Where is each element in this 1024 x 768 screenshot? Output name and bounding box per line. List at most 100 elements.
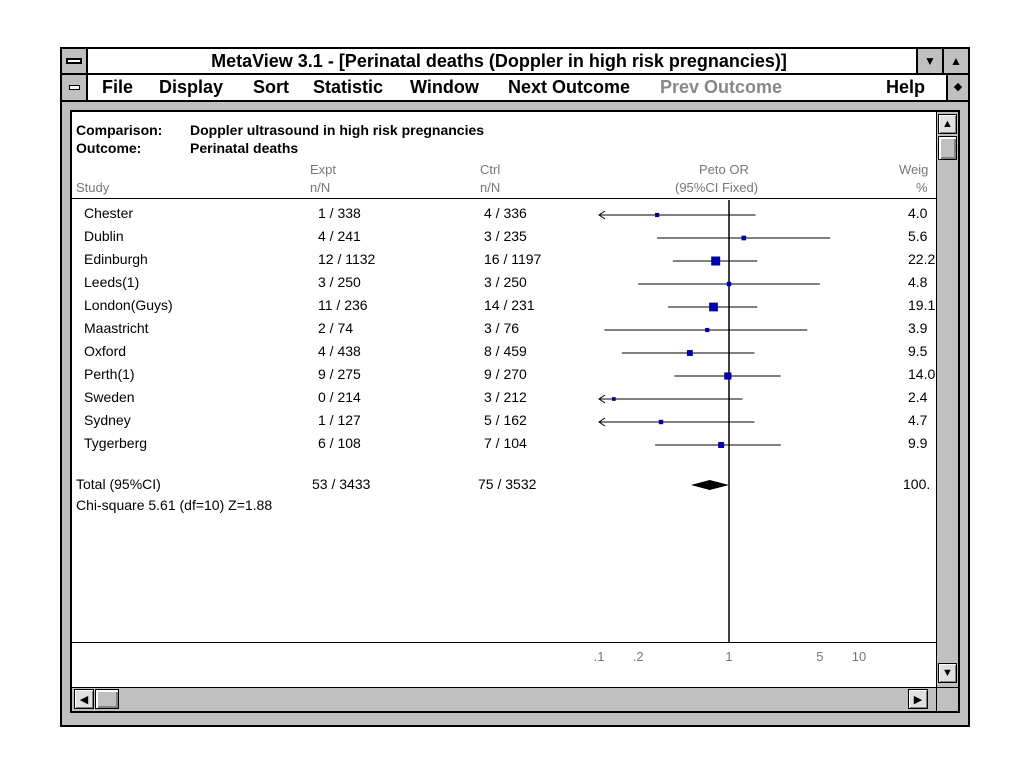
scrollbar-corner	[936, 687, 958, 711]
study-expt: 6 / 108	[318, 435, 361, 451]
axis-tick-label: 5	[816, 649, 823, 664]
menu-display[interactable]: Display	[159, 77, 224, 97]
total-expt: 53 / 3433	[312, 476, 371, 492]
point-estimate	[705, 327, 710, 333]
title-bar[interactable]: MetaView 3.1 - [Perinatal deaths (Dopple…	[62, 49, 968, 75]
horizontal-scroll-thumb[interactable]	[95, 689, 119, 709]
minimize-button[interactable]: ▼	[916, 49, 942, 73]
menu-statistic[interactable]: Statistic	[313, 77, 384, 97]
study-name: Edinburgh	[84, 251, 148, 267]
column-weight-pct: %	[916, 180, 928, 195]
comparison-value: Doppler ultrasound in high risk pregnanc…	[190, 122, 485, 138]
vertical-scroll-thumb[interactable]	[938, 136, 957, 160]
study-weight: 22.2	[908, 251, 936, 267]
column-study: Study	[76, 180, 110, 195]
menu-file[interactable]: File	[102, 77, 134, 97]
vertical-scrollbar[interactable]: ▲ ▼	[936, 112, 958, 687]
study-ctrl: 3 / 250	[484, 274, 527, 290]
point-estimate	[711, 256, 721, 266]
study-expt: 2 / 74	[318, 320, 354, 336]
menu-next-outcome[interactable]: Next Outcome	[508, 77, 631, 97]
maximize-button[interactable]: ▲	[942, 49, 968, 73]
study-expt: 1 / 127	[318, 412, 361, 428]
point-estimate	[741, 235, 747, 241]
outcome-value: Perinatal deaths	[190, 140, 299, 156]
study-weight: 14.0	[908, 366, 936, 382]
study-ctrl: 3 / 235	[484, 228, 527, 244]
study-expt: 11 / 236	[318, 297, 368, 313]
header-divider	[72, 198, 936, 199]
total-weight: 100.	[903, 476, 931, 492]
study-name: Perth(1)	[84, 366, 135, 382]
study-expt: 12 / 1132	[318, 251, 376, 267]
point-estimate	[718, 442, 725, 448]
axis-tick-label: .2	[633, 649, 644, 664]
outcome-label: Outcome:	[76, 140, 142, 156]
menu-help[interactable]: Help	[886, 77, 926, 97]
column-weight: Weig	[899, 162, 929, 177]
column-peto-or: Peto OR	[699, 162, 749, 177]
study-expt: 0 / 214	[318, 389, 361, 405]
total-label: Total (95%CI)	[76, 476, 161, 492]
study-weight: 2.4	[908, 389, 928, 405]
study-weight: 9.9	[908, 435, 928, 451]
study-name: Leeds(1)	[84, 274, 140, 290]
forest-plot-view: Comparison: Doppler ultrasound in high r…	[72, 112, 936, 687]
axis-tick-label: .1	[594, 649, 605, 664]
study-ctrl: 7 / 104	[484, 435, 527, 451]
app-window: MetaView 3.1 - [Perinatal deaths (Dopple…	[60, 47, 970, 727]
point-estimate	[686, 350, 693, 356]
study-name: Dublin	[84, 228, 124, 244]
total-diamond	[690, 480, 729, 490]
study-weight: 4.8	[908, 274, 928, 290]
point-estimate	[611, 397, 616, 401]
study-name: Chester	[84, 205, 134, 221]
study-ctrl: 14 / 231	[484, 297, 535, 313]
menu-window[interactable]: Window	[410, 77, 479, 97]
study-ctrl: 3 / 212	[484, 389, 527, 405]
study-name: Sweden	[84, 389, 135, 405]
study-ctrl: 16 / 1197	[484, 251, 542, 267]
column-expt: Expt	[310, 162, 337, 177]
study-weight: 9.5	[908, 343, 928, 359]
point-estimate	[658, 419, 664, 425]
scroll-up-button[interactable]: ▲	[938, 114, 957, 134]
scroll-right-button[interactable]: ▶	[908, 689, 928, 709]
scroll-left-button[interactable]: ◀	[74, 689, 94, 709]
chi-square-text: Chi-square 5.61 (df=10) Z=1.88	[76, 497, 273, 513]
study-name: Sydney	[84, 412, 131, 428]
study-ctrl: 3 / 76	[484, 320, 520, 336]
study-name: London(Guys)	[84, 297, 173, 313]
study-ctrl: 8 / 459	[484, 343, 527, 359]
study-name: Tygerberg	[84, 435, 148, 451]
point-estimate	[655, 212, 660, 218]
point-estimate	[709, 302, 718, 312]
column-ctrl-n: n/N	[480, 180, 501, 195]
scroll-down-button[interactable]: ▼	[938, 663, 957, 683]
study-name: Maastricht	[84, 320, 149, 336]
total-ctrl: 75 / 3532	[478, 476, 537, 492]
horizontal-scrollbar[interactable]: ◀ ▶	[72, 687, 936, 711]
study-ctrl: 4 / 336	[484, 205, 527, 221]
column-peto-ci: (95%CI Fixed)	[675, 180, 759, 195]
column-ctrl: Ctrl	[480, 162, 501, 177]
document-system-menu-box[interactable]	[62, 75, 88, 100]
study-weight: 19.1	[908, 297, 936, 313]
study-expt: 9 / 275	[318, 366, 361, 382]
comparison-label: Comparison:	[76, 122, 163, 138]
axis-tick-label: 1	[725, 649, 732, 664]
menu-prev-outcome: Prev Outcome	[660, 77, 783, 97]
menu-sort[interactable]: Sort	[253, 77, 289, 97]
restore-button[interactable]: ◆	[946, 75, 968, 100]
system-menu-box[interactable]	[62, 49, 88, 73]
study-expt: 4 / 438	[318, 343, 361, 359]
forest-plot: .1 .2 1 5 10	[594, 200, 866, 664]
ci-arrow-left	[598, 210, 606, 220]
study-ctrl: 9 / 270	[484, 366, 527, 382]
study-weight: 5.6	[908, 228, 928, 244]
ci-arrow-left	[598, 417, 606, 427]
point-estimate	[724, 372, 732, 380]
ci-arrow-left	[598, 394, 606, 404]
document-pane: Comparison: Doppler ultrasound in high r…	[70, 110, 960, 713]
axis-divider	[72, 642, 936, 643]
